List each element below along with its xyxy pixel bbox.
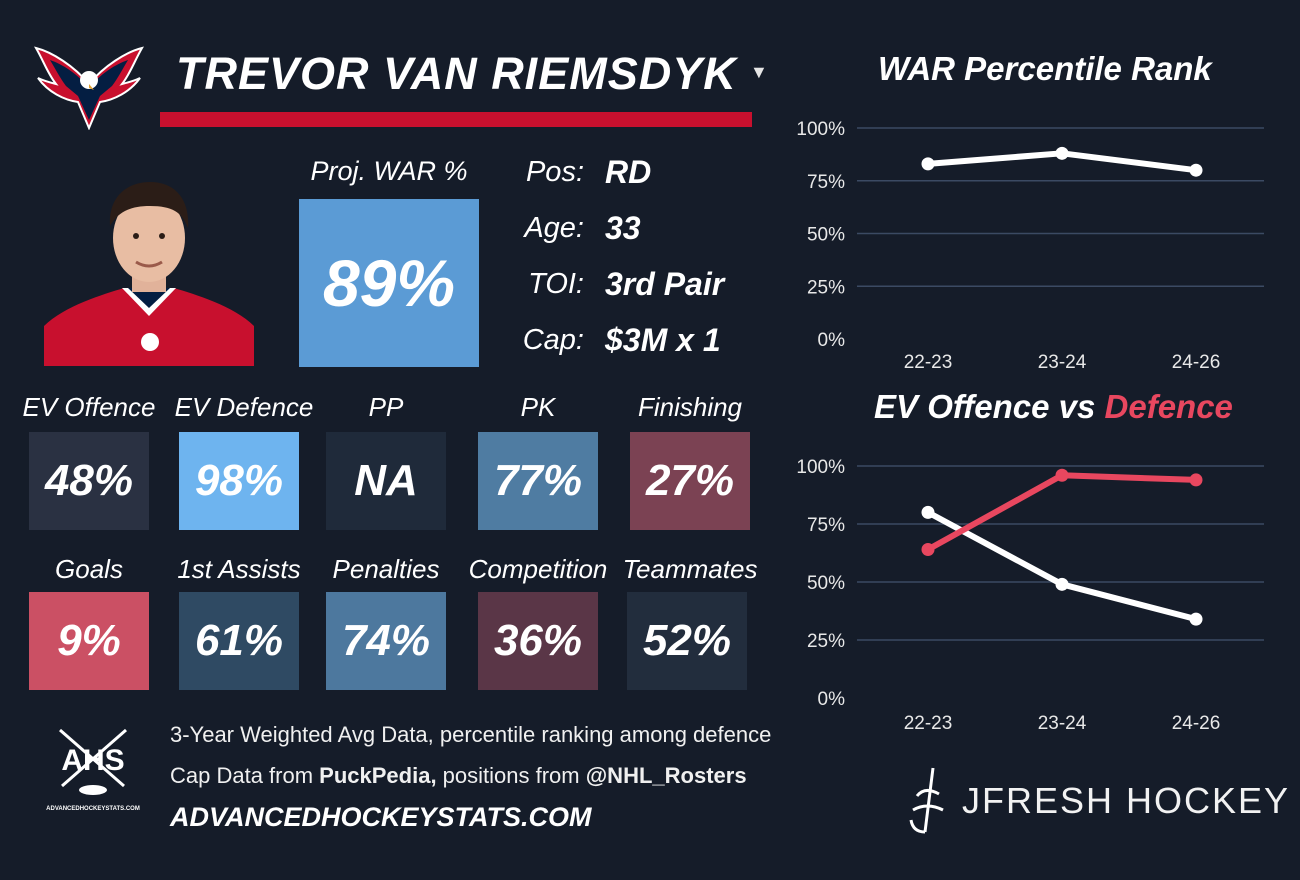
proj-war-box: 89% bbox=[299, 199, 479, 367]
cap-key: Cap: bbox=[522, 324, 584, 356]
chart2-series-0-point bbox=[921, 505, 935, 519]
footer-sources: Cap Data from PuckPedia, positions from … bbox=[170, 763, 747, 789]
pos-value: RD bbox=[605, 154, 652, 190]
chart2-title-offence: EV Offence vs bbox=[874, 388, 1105, 425]
ev-defence-label: EV Defence bbox=[174, 392, 314, 422]
chart1-ytick-label: 25% bbox=[807, 277, 845, 298]
jfresh-logo-icon bbox=[909, 767, 944, 834]
pk-tile: 77% bbox=[478, 432, 598, 530]
pp-label: PP bbox=[368, 392, 404, 422]
penalties-label: Penalties bbox=[332, 554, 440, 584]
brand-name: JFRESH HOCKEY bbox=[962, 780, 1291, 821]
pos-key: Pos: bbox=[525, 156, 584, 188]
nhl-rosters-link[interactable]: @NHL_Rosters bbox=[585, 763, 747, 788]
footer-sources-middle: positions from bbox=[436, 763, 586, 788]
first-assists-label: 1st Assists bbox=[177, 554, 301, 584]
chart2-series-0-point bbox=[1189, 612, 1203, 626]
chart1-ytick-label: 100% bbox=[796, 119, 845, 140]
crossed-sticks-icon bbox=[59, 728, 127, 795]
ev-offence-label: EV Offence bbox=[22, 392, 156, 422]
finishing-label: Finishing bbox=[637, 392, 743, 422]
toi-value: 3rd Pair bbox=[605, 266, 725, 302]
ahs-logo-subtext: ADVANCEDHOCKEYSTATS.COM bbox=[46, 806, 140, 812]
toi-key: TOI: bbox=[528, 268, 584, 300]
chart2-series-1-point bbox=[1189, 473, 1203, 487]
competition-tile: 36% bbox=[478, 592, 598, 690]
ev-offence-tile: 48% bbox=[29, 432, 149, 530]
chart1-series-0-point bbox=[1055, 146, 1069, 160]
player-select-dropdown[interactable]: TREVOR VAN RIEMSDYK ▼ bbox=[160, 44, 772, 104]
goals-tile: 9% bbox=[29, 592, 149, 690]
team-logo bbox=[34, 46, 144, 130]
footer-note: 3-Year Weighted Avg Data, percentile ran… bbox=[170, 722, 772, 747]
chart2-ytick-label: 25% bbox=[807, 631, 845, 652]
ev-defence-tile: 98% bbox=[179, 432, 299, 530]
chart2-ytick-label: 0% bbox=[818, 689, 846, 710]
chart2-series-1-point bbox=[921, 543, 935, 557]
chart2-ytick-label: 50% bbox=[807, 573, 845, 594]
pk-label: PK bbox=[520, 392, 556, 422]
ahs-logo-text: AHS bbox=[61, 744, 125, 777]
proj-war-value: 89% bbox=[322, 246, 456, 320]
chart2-ytick-label: 75% bbox=[807, 515, 845, 536]
teammates-label: Teammates bbox=[622, 554, 758, 584]
player-name: TREVOR VAN RIEMSDYK bbox=[176, 48, 737, 99]
chart1-series-0-point bbox=[1189, 163, 1203, 177]
chart2-xtick-label: 22-23 bbox=[904, 713, 953, 734]
chart1-ytick-label: 0% bbox=[818, 330, 846, 351]
cap-value: $3M x 1 bbox=[605, 322, 721, 358]
site-link[interactable]: ADVANCEDHOCKEYSTATS.COM bbox=[170, 802, 592, 832]
chart1-series-0-point bbox=[921, 157, 935, 171]
ev-offence-defence-chart: 0% 25% 50% 75% 100% 22-23 23-24 24-26 bbox=[796, 457, 1264, 734]
war-percentile-chart: 0% 25% 50% 75% 100% 22-23 23-24 24-26 bbox=[796, 119, 1264, 373]
chart2-xtick-label: 24-26 bbox=[1172, 713, 1221, 734]
chart1-title: WAR Percentile Rank bbox=[878, 50, 1212, 87]
chart1-xtick-label: 24-26 bbox=[1172, 352, 1221, 373]
player-photo bbox=[44, 182, 254, 366]
chart2-xtick-label: 23-24 bbox=[1038, 713, 1087, 734]
finishing-tile: 27% bbox=[630, 432, 750, 530]
competition-label: Competition bbox=[468, 554, 608, 584]
chart2-series-1-line bbox=[926, 472, 1197, 553]
first-assists-tile: 61% bbox=[179, 592, 299, 690]
name-underline bbox=[160, 112, 752, 127]
chart1-xtick-label: 22-23 bbox=[904, 352, 953, 373]
age-value: 33 bbox=[605, 210, 641, 246]
chart2-ytick-label: 100% bbox=[796, 457, 845, 478]
puckpedia-link[interactable]: PuckPedia, bbox=[319, 763, 437, 788]
chart2-title-defence: Defence bbox=[1104, 388, 1233, 425]
chevron-down-icon: ▼ bbox=[750, 62, 768, 82]
penalties-tile: 74% bbox=[326, 592, 446, 690]
chart2-series-0-point bbox=[1055, 577, 1069, 591]
chart1-xtick-label: 23-24 bbox=[1038, 352, 1087, 373]
proj-war-label: Proj. WAR % bbox=[310, 156, 468, 186]
footer-sources-prefix: Cap Data from bbox=[170, 763, 320, 788]
chart2-series-1-point bbox=[1055, 468, 1069, 482]
teammates-tile: 52% bbox=[627, 592, 747, 690]
chart2-title: EV Offence vs Defence bbox=[874, 388, 1233, 426]
goals-label: Goals bbox=[55, 554, 123, 584]
pp-tile: NA bbox=[326, 432, 446, 530]
chart1-ytick-label: 50% bbox=[807, 225, 845, 246]
age-key: Age: bbox=[524, 212, 584, 244]
chart1-ytick-label: 75% bbox=[807, 172, 845, 193]
ahs-logo: AHS ADVANCEDHOCKEYSTATS.COM bbox=[38, 726, 148, 820]
